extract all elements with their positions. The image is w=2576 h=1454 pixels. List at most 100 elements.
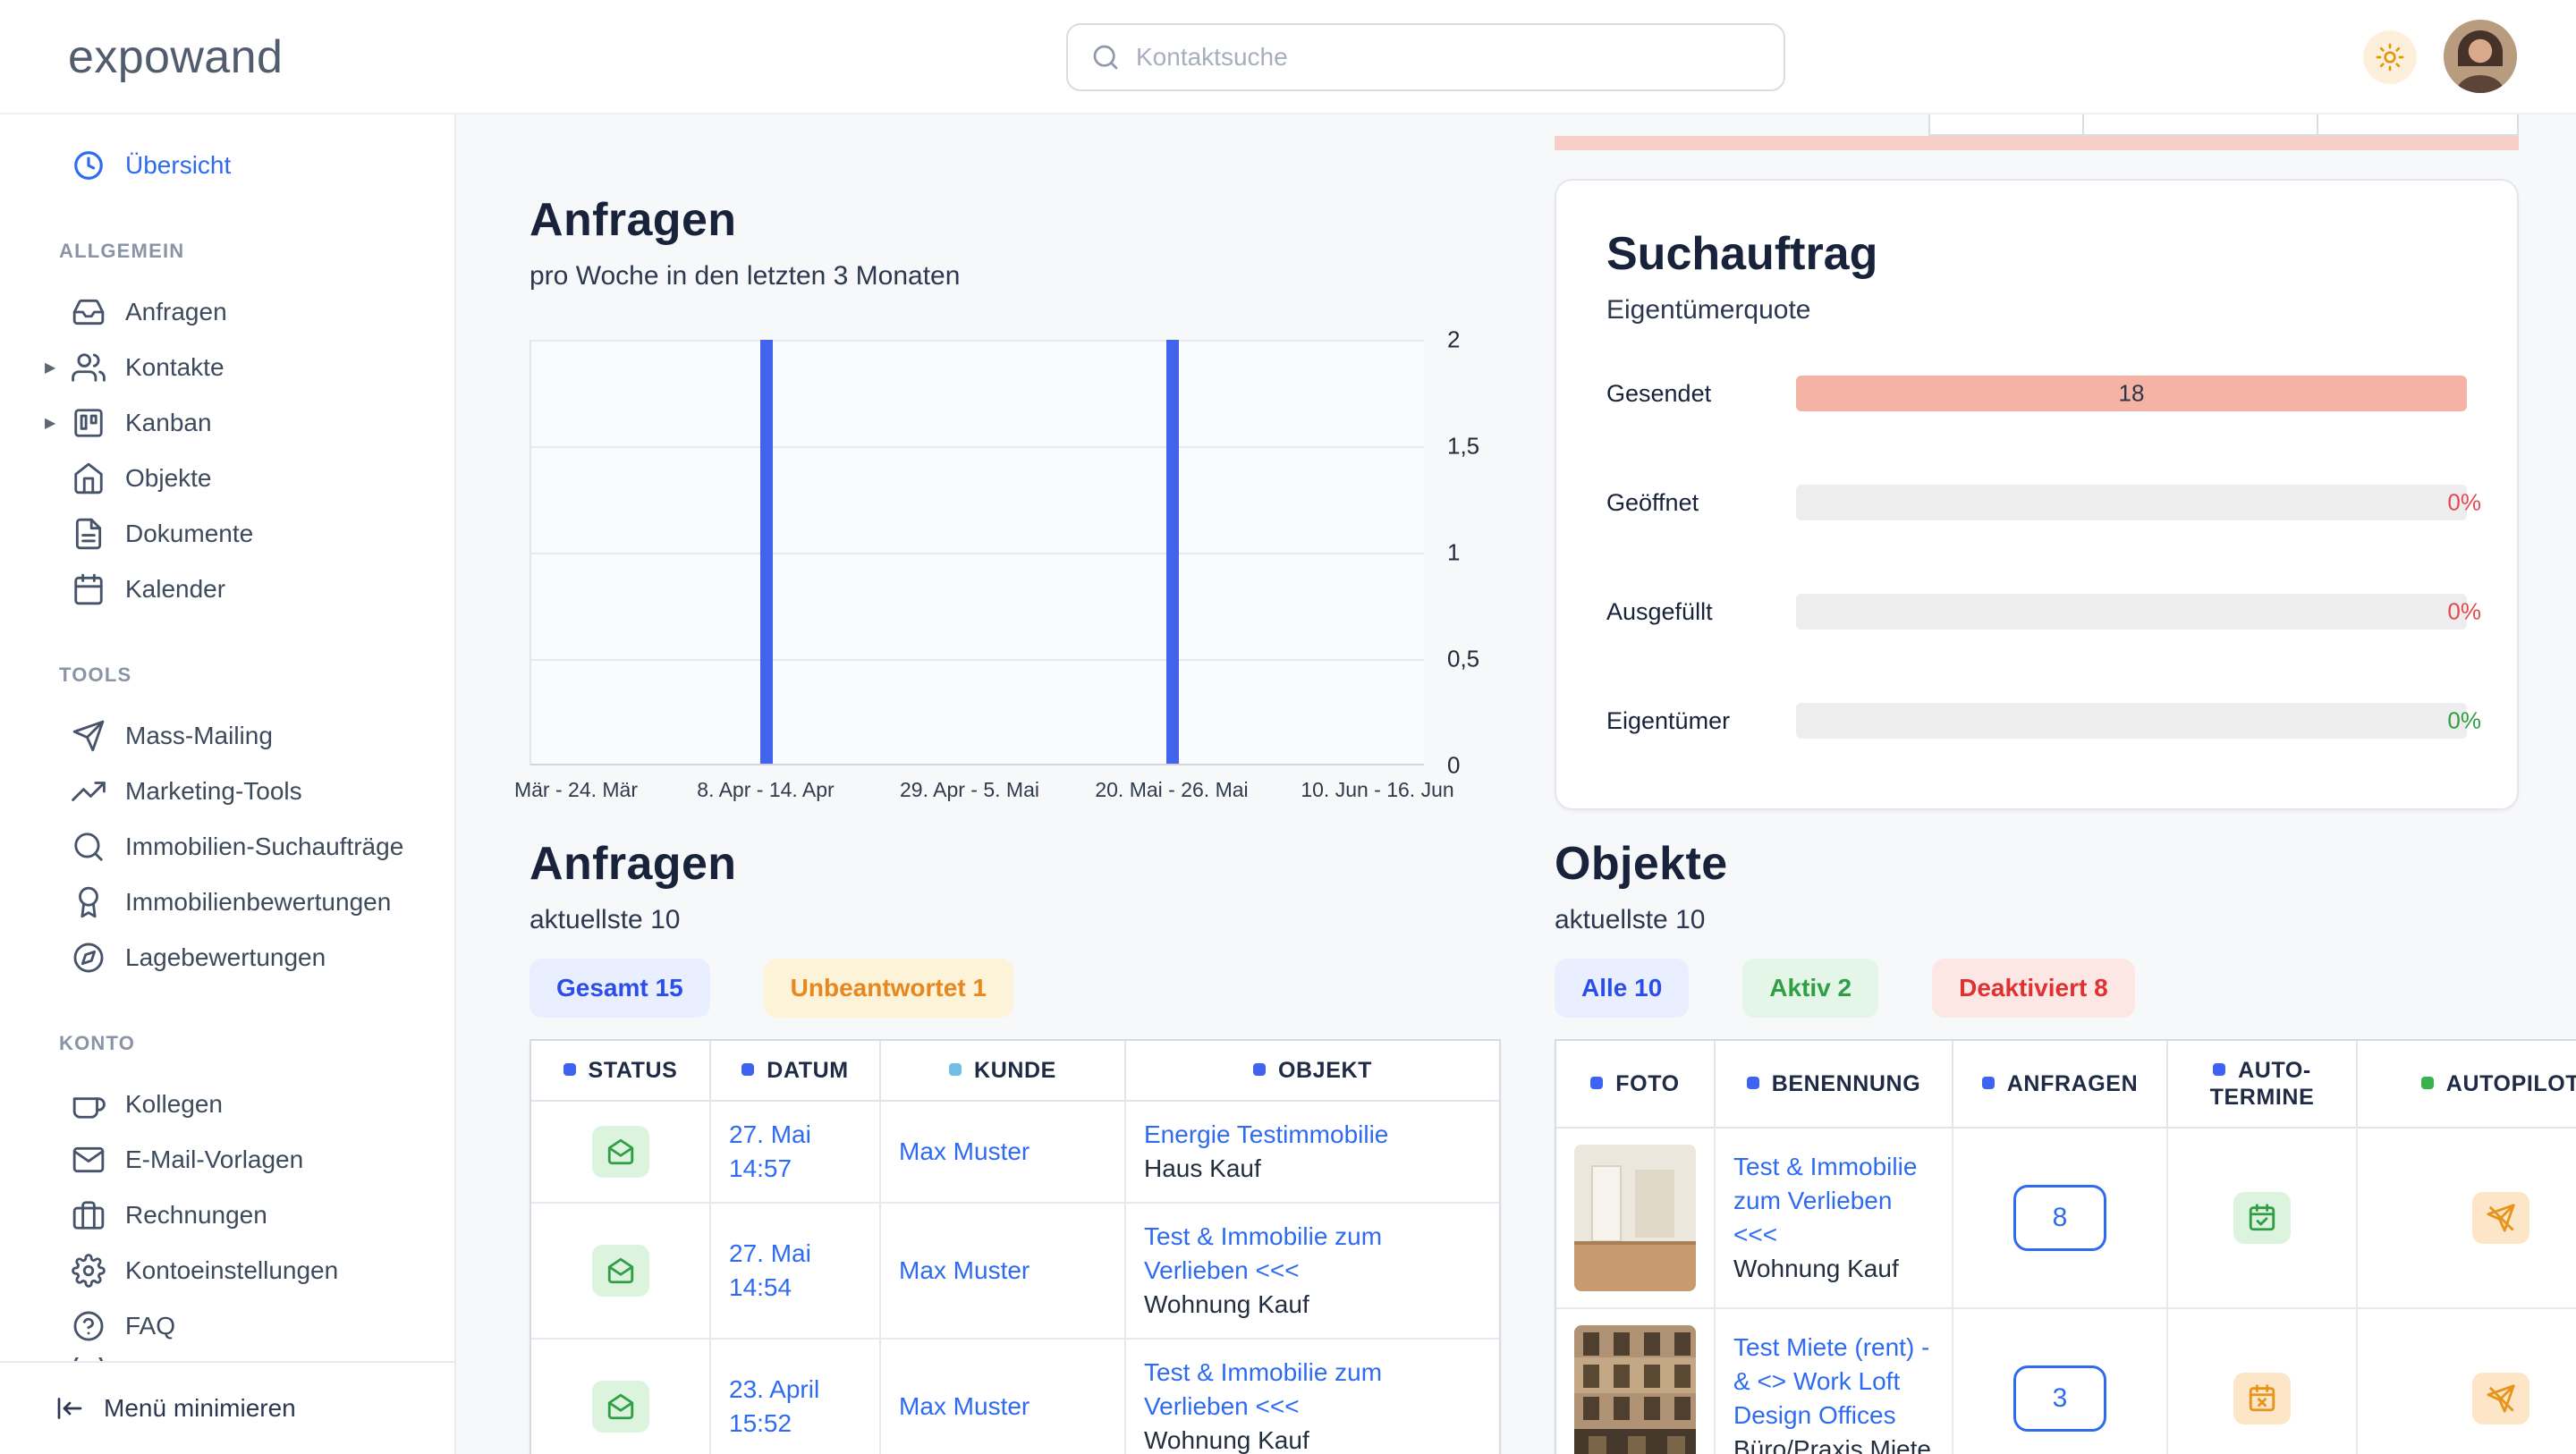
sidebar-item-label: Objekte [125,464,212,492]
filter-chip-deaktiviert[interactable]: Deaktiviert 8 [1932,959,2135,1018]
sidebar-item-kalender[interactable]: Kalender [0,562,454,617]
objekt-type: Büro/Praxis Miete [1733,1435,1931,1454]
date-link[interactable]: 27. Mai 14:54 [729,1237,811,1305]
sidebar-item-faq[interactable]: FAQ [0,1298,454,1354]
header-dot [1746,1077,1759,1089]
chevron-right-icon[interactable]: ▶ [45,416,56,431]
column-header-anfragen[interactable]: ANFRAGEN [1952,1041,2168,1129]
anfragen-list-title: Anfragen [530,838,737,890]
chart-y-axis: 2 1,5 1 0,5 0 [1447,326,1528,779]
objekt-link[interactable]: Energie Testimmobilie [1144,1120,1389,1148]
interior-photo[interactable] [1574,1145,1696,1291]
trending-up-icon [72,782,106,801]
anfragen-filter-chips: Gesamt 15 Unbeantwortet 1 [530,959,1013,1018]
objekt-link[interactable]: Test & Immobilie zum Verlieben <<< [1144,1222,1383,1284]
column-header-objekt[interactable]: OBJEKT [1124,1041,1499,1102]
sidebar-item-rechnungen[interactable]: Rechnungen [0,1188,454,1243]
sidebar-item-clipped[interactable] [0,1357,454,1361]
sidebar: Übersicht ALLGEMEIN Anfragen ▶ Kontakte … [0,114,456,1454]
sidebar-item-kanban[interactable]: ▶ Kanban [0,395,454,451]
column-header-kunde[interactable]: KUNDE [879,1041,1126,1102]
sidebar-item-dokumente[interactable]: Dokumente [0,506,454,562]
sidebar-item-label: Kalender [125,575,226,603]
filter-chip-unbeantwortet[interactable]: Unbeantwortet 1 [763,959,1013,1018]
anfragen-list-subtitle: aktuellste 10 [530,905,681,934]
sidebar-item-mass-mailing[interactable]: Mass-Mailing [0,708,454,764]
sidebar-item-kontakte[interactable]: ▶ Kontakte [0,340,454,395]
stat-row-ausgefuellt: Ausgefüllt 0% [1606,594,2481,630]
search-input[interactable] [1136,43,1760,72]
sidebar-item-lagebewertungen[interactable]: Lagebewertungen [0,930,454,985]
sidebar-item-anfragen[interactable]: Anfragen [0,284,454,340]
sidebar-item-label: Rechnungen [125,1201,267,1229]
column-header-status[interactable]: STATUS [531,1041,711,1102]
chart-subtitle: pro Woche in den letzten 3 Monaten [530,261,961,291]
x-tick-label: 8. Apr - 14. Apr [697,778,835,801]
clipped-salmon-row [1555,136,2519,150]
kunde-link[interactable]: Max Muster [899,1392,1030,1420]
home-icon [74,462,103,495]
topbar: expowand [0,0,2576,114]
objekt-row[interactable]: Test & Immobilie zum Verlieben <<< Wohnun… [1556,1127,2576,1309]
sidebar-item-kollegen[interactable]: Kollegen [0,1077,454,1132]
objekt-row[interactable]: Test Miete (rent) - & <> Work Loft Desig… [1556,1307,2576,1454]
chevron-right-icon[interactable]: ▶ [45,360,56,376]
anfrage-row[interactable]: 23. April 15:52 Max Muster Test & Immobil… [531,1338,1499,1454]
sidebar-item-marketing-tools[interactable]: Marketing-Tools [0,764,454,819]
anfrage-row[interactable]: 27. Mai 14:57 Max Muster Energie Testimmo… [531,1100,1499,1204]
sidebar-item-label: Kontoeinstellungen [125,1256,339,1284]
date-link[interactable]: 27. Mai 14:57 [729,1118,811,1186]
menu-minimize-button[interactable]: Menü minimieren [0,1361,454,1454]
y-tick-label: 1 [1447,538,1461,566]
column-header-auto-termine[interactable]: AUTO-TERMINE [2166,1041,2358,1129]
sidebar-section-tools: TOOLS [59,664,132,686]
inbox-icon [72,299,105,325]
y-tick-label: 2 [1447,325,1461,353]
objekt-name-link[interactable]: Test & Immobilie zum Verlieben <<< [1733,1153,1918,1248]
column-header-autopilot[interactable]: AUTOPILOT [2356,1041,2576,1129]
header-label: AUTOPILOT [2445,1071,2576,1096]
sidebar-item-immobilien-suchauftraege[interactable]: Immobilien-Suchaufträge [0,819,454,875]
user-avatar[interactable] [2444,20,2517,93]
sidebar-item-objekte[interactable]: Objekte [0,451,454,506]
kunde-link[interactable]: Max Muster [899,1137,1030,1165]
column-header-foto[interactable]: FOTO [1556,1041,1716,1129]
header-dot [741,1063,755,1076]
objekt-link[interactable]: Test & Immobilie zum Verlieben <<< [1144,1358,1383,1420]
chart-bar [1165,340,1179,764]
column-header-datum[interactable]: DATUM [709,1041,881,1102]
clipped-cells [1928,114,2519,136]
anfragen-count-badge[interactable]: 3 [2013,1365,2106,1432]
sidebar-item-kontoeinstellungen[interactable]: Kontoeinstellungen [0,1243,454,1298]
sidebar-item-label: Kanban [125,409,212,436]
date-link[interactable]: 23. April 15:52 [729,1373,819,1441]
sidebar-item-label: Immobilienbewertungen [125,888,392,916]
column-header-benennung[interactable]: BENENNUNG [1714,1041,1953,1129]
header-label: AUTO-TERMINE [2209,1058,2315,1110]
sidebar-section-allgemein: ALLGEMEIN [59,240,185,262]
sidebar-item-uebersicht[interactable]: Übersicht [0,138,454,193]
objekt-name-link[interactable]: Test Miete (rent) - & <> Work Loft Desig… [1733,1333,1930,1429]
sidebar-item-email-vorlagen[interactable]: E-Mail-Vorlagen [0,1132,454,1188]
kunde-link[interactable]: Max Muster [899,1256,1030,1284]
calendar-check-icon [2233,1192,2291,1244]
theme-toggle-button[interactable] [2363,30,2417,84]
building-photo[interactable] [1574,1325,1696,1454]
header-label: STATUS [588,1058,678,1083]
stat-label: Gesendet [1606,379,1712,407]
send-icon [72,720,105,752]
filter-chip-gesamt[interactable]: Gesamt 15 [530,959,710,1018]
stat-row-gesendet: Gesendet 18 [1606,376,2467,411]
date-text: 27. Mai [729,1239,811,1267]
table-header-row: STATUS DATUM KUNDE OBJEKT [531,1041,1499,1102]
app-logo: expowand [68,31,284,83]
sidebar-item-immobilienbewertungen[interactable]: Immobilienbewertungen [0,875,454,930]
clipped-icon [74,1357,103,1361]
filter-chip-alle[interactable]: Alle 10 [1555,959,1690,1018]
header-dot [1981,1077,1995,1089]
chart-bar [760,340,774,764]
search-box[interactable] [1066,23,1785,91]
anfragen-count-badge[interactable]: 8 [2013,1185,2106,1251]
anfrage-row[interactable]: 27. Mai 14:54 Max Muster Test & Immobilie… [531,1202,1499,1340]
filter-chip-aktiv[interactable]: Aktiv 2 [1742,959,1879,1018]
